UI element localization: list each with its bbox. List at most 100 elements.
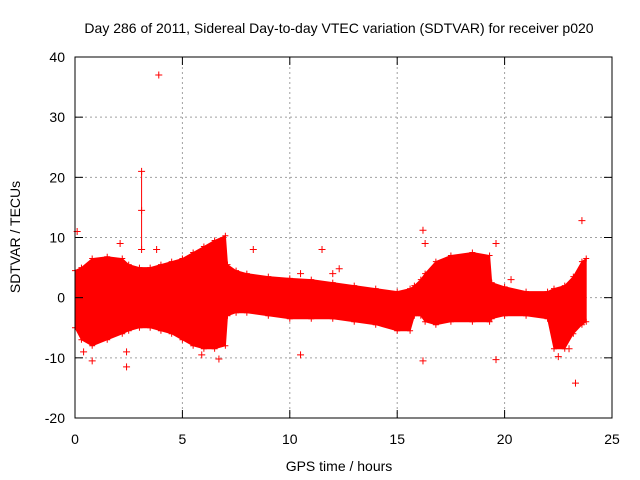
outlier-point xyxy=(155,71,163,79)
edge-marker xyxy=(422,318,429,325)
outlier-point xyxy=(318,246,326,254)
outlier-point xyxy=(123,348,131,356)
outlier-point xyxy=(571,379,579,387)
edge-marker xyxy=(501,283,508,290)
edge-marker xyxy=(179,336,186,343)
edge-marker xyxy=(523,312,530,319)
edge-marker xyxy=(417,312,424,319)
edge-marker xyxy=(488,279,495,286)
edge-marker xyxy=(432,321,439,328)
edge-marker xyxy=(544,315,551,322)
outlier-point xyxy=(297,270,305,278)
outlier-point xyxy=(297,351,305,359)
edge-marker xyxy=(89,342,96,349)
edge-marker xyxy=(411,312,418,319)
edge-marker xyxy=(570,273,577,280)
x-tick-label: 10 xyxy=(282,431,298,447)
edge-marker xyxy=(222,232,229,239)
edge-marker xyxy=(394,288,401,295)
edge-marker xyxy=(488,315,495,322)
x-tick-label: 15 xyxy=(389,431,405,447)
outlier-point xyxy=(138,206,146,214)
outlier-point xyxy=(80,348,88,356)
edge-marker xyxy=(190,342,197,349)
edge-marker xyxy=(104,253,111,260)
outlier-point xyxy=(554,353,562,361)
edge-marker xyxy=(243,309,250,316)
edge-marker xyxy=(211,345,218,352)
edge-marker xyxy=(222,342,229,349)
edge-marker xyxy=(168,330,175,337)
edge-marker xyxy=(233,309,240,316)
outlier-point xyxy=(492,356,500,364)
edge-marker xyxy=(89,255,96,262)
edge-marker xyxy=(104,336,111,343)
edge-marker xyxy=(233,267,240,274)
axis-ticks xyxy=(74,56,613,419)
edge-marker xyxy=(407,327,414,334)
x-tick-label: 25 xyxy=(604,431,620,447)
y-tick-label: 20 xyxy=(49,169,65,185)
edge-marker xyxy=(125,327,132,334)
outlier-point xyxy=(215,355,223,363)
edge-marker xyxy=(119,255,126,262)
outlier-point xyxy=(116,240,124,248)
edge-marker xyxy=(432,258,439,265)
edge-marker xyxy=(224,261,231,268)
edge-marker xyxy=(422,270,429,277)
outlier-point xyxy=(123,363,131,371)
edge-marker xyxy=(168,258,175,265)
x-tick-label: 5 xyxy=(179,431,187,447)
edge-marker xyxy=(417,276,424,283)
edge-marker xyxy=(578,258,585,265)
edge-marker xyxy=(469,249,476,256)
edge-marker xyxy=(200,243,207,250)
outlier-points xyxy=(73,71,586,387)
edge-marker xyxy=(351,318,358,325)
outlier-point xyxy=(419,226,427,234)
edge-marker xyxy=(125,261,132,268)
edge-marker xyxy=(570,330,577,337)
sdtvar-data-band xyxy=(74,234,587,350)
edge-marker xyxy=(486,252,493,259)
x-axis-title: GPS time / hours xyxy=(286,458,393,474)
edge-marker xyxy=(286,315,293,322)
outlier-point xyxy=(492,240,500,248)
edge-marker xyxy=(329,315,336,322)
y-tick-label: -10 xyxy=(45,350,65,366)
edge-marker xyxy=(157,327,164,334)
edge-marker xyxy=(136,324,143,331)
edge-marker xyxy=(286,275,293,282)
edge-marker xyxy=(147,324,154,331)
edge-marker xyxy=(157,261,164,268)
edge-marker xyxy=(265,273,272,280)
edge-marker xyxy=(78,264,85,271)
outlier-point xyxy=(329,270,337,278)
y-tick-labels: -20 -10 0 10 20 30 40 xyxy=(45,49,65,426)
edge-marker xyxy=(119,330,126,337)
y-tick-label: 10 xyxy=(49,230,65,246)
edge-marker xyxy=(407,285,414,292)
edge-marker xyxy=(147,264,154,271)
outlier-point xyxy=(421,240,429,248)
edge-marker xyxy=(308,276,315,283)
y-axis-title: SDTVAR / TECUs xyxy=(7,181,23,293)
edge-marker xyxy=(583,255,590,262)
edge-marker xyxy=(551,285,558,292)
edge-marker xyxy=(211,237,218,244)
edge-marker xyxy=(243,270,250,277)
edge-marker xyxy=(523,288,530,295)
edge-marker xyxy=(179,255,186,262)
edge-marker xyxy=(200,345,207,352)
outlier-point xyxy=(249,246,257,254)
outlier-point xyxy=(198,351,206,359)
y-tick-label: 30 xyxy=(49,109,65,125)
grid-lines xyxy=(75,57,612,418)
data-band xyxy=(72,171,590,352)
edge-marker xyxy=(372,285,379,292)
y-tick-label: 0 xyxy=(57,290,65,306)
edge-marker xyxy=(411,282,418,289)
edge-marker xyxy=(486,318,493,325)
edge-marker xyxy=(561,282,568,289)
